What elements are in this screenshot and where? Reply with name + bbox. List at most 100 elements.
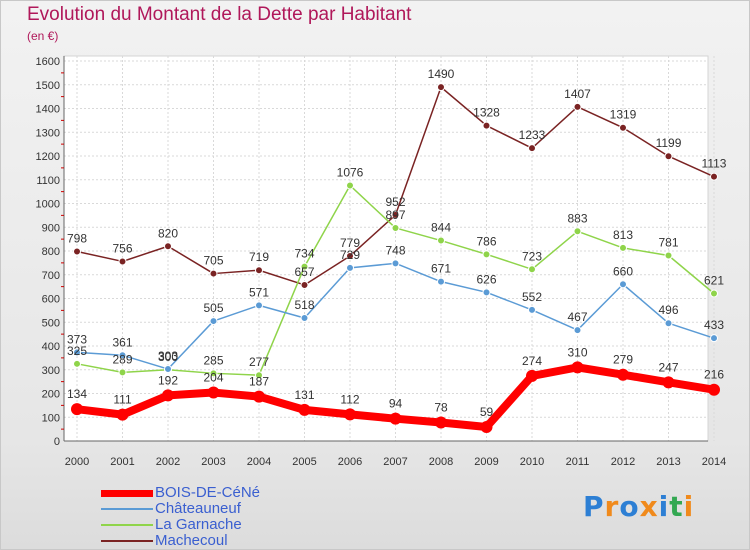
data-label: 552 — [522, 290, 542, 304]
x-tick-label: 2010 — [520, 456, 544, 468]
y-tick-label: 1100 — [36, 175, 60, 187]
data-label: 361 — [112, 335, 132, 349]
data-point — [389, 412, 402, 425]
data-label: 798 — [67, 231, 87, 245]
data-point — [437, 236, 445, 245]
x-tick-label: 2005 — [292, 456, 316, 468]
data-point — [255, 301, 263, 310]
data-label: 779 — [340, 236, 360, 250]
data-point — [118, 257, 127, 266]
x-tick-label: 2009 — [474, 456, 498, 468]
data-point — [298, 403, 311, 416]
data-label: 94 — [389, 397, 403, 411]
legend-swatch — [101, 508, 153, 510]
data-label: 756 — [112, 241, 132, 255]
data-point — [664, 152, 673, 161]
data-point — [710, 334, 718, 343]
data-label: 952 — [385, 195, 405, 209]
data-label: 285 — [203, 353, 223, 367]
data-point — [662, 376, 675, 389]
legend-label: Machecoul — [155, 532, 228, 549]
data-label: 813 — [613, 228, 633, 242]
data-label: 705 — [203, 254, 223, 268]
y-tick-label: 300 — [42, 365, 60, 377]
x-tick-label: 2013 — [656, 456, 680, 468]
data-point — [346, 263, 354, 272]
legend-label: La Garnache — [155, 516, 242, 533]
x-tick-label: 2001 — [110, 456, 134, 468]
data-point — [118, 368, 127, 377]
data-point — [482, 121, 491, 130]
legend-swatch — [101, 490, 153, 497]
data-point — [300, 262, 309, 271]
x-tick-label: 2014 — [702, 456, 726, 468]
data-point — [391, 223, 400, 232]
data-point — [437, 277, 445, 286]
data-label: 467 — [567, 310, 587, 324]
data-point — [209, 269, 218, 278]
data-label: 1319 — [610, 108, 637, 122]
y-tick-label: 1400 — [36, 104, 60, 116]
y-tick-label: 1300 — [36, 127, 60, 139]
data-label: 1199 — [656, 136, 682, 150]
y-tick-label: 1200 — [36, 151, 60, 163]
y-tick-label: 500 — [42, 317, 60, 329]
data-label: 657 — [294, 265, 314, 279]
unit-label: (en €) — [27, 29, 59, 43]
data-label: 1407 — [564, 87, 591, 101]
data-point — [253, 390, 265, 403]
data-label: 187 — [249, 375, 269, 389]
data-label: 310 — [567, 345, 587, 359]
data-point — [664, 319, 673, 328]
data-point — [571, 361, 584, 374]
legend-label: Châteauneuf — [155, 500, 241, 517]
data-label: 729 — [340, 248, 360, 262]
data-label: 719 — [249, 250, 269, 264]
data-label: 131 — [294, 388, 314, 402]
data-point — [255, 371, 263, 380]
data-point — [619, 280, 627, 289]
legend-swatch — [101, 540, 153, 542]
logo-letter: P — [583, 490, 605, 523]
data-label: 279 — [613, 353, 633, 367]
x-tick-label: 2000 — [65, 456, 89, 468]
data-label: 1076 — [337, 165, 364, 179]
data-label: 505 — [203, 301, 223, 315]
data-point — [528, 265, 536, 274]
data-label: 300 — [158, 350, 178, 364]
data-label: 277 — [249, 355, 269, 369]
data-point — [391, 259, 400, 268]
data-point — [619, 243, 627, 252]
data-point — [482, 288, 491, 297]
data-point — [346, 181, 354, 190]
x-tick-label: 2002 — [156, 456, 180, 468]
data-label: 748 — [385, 243, 405, 257]
data-label: 621 — [704, 274, 724, 288]
logo-letter: i — [683, 490, 695, 523]
data-point — [619, 123, 627, 132]
data-point — [116, 408, 129, 421]
data-point — [118, 351, 127, 360]
data-label: 373 — [67, 332, 87, 346]
data-label: 192 — [158, 373, 178, 387]
data-point — [209, 317, 218, 326]
y-tick-label: 600 — [42, 294, 60, 306]
data-point — [162, 389, 174, 402]
data-point — [346, 251, 354, 260]
data-point — [710, 172, 718, 181]
data-label: 571 — [249, 285, 269, 299]
data-label: 734 — [294, 247, 314, 261]
data-label: 289 — [112, 352, 132, 366]
data-label: 781 — [658, 236, 678, 250]
y-tick-label: 1000 — [36, 199, 60, 211]
data-point — [573, 326, 582, 335]
data-point — [480, 420, 493, 433]
data-point — [437, 83, 445, 92]
data-label: 78 — [434, 400, 448, 414]
data-point — [255, 266, 263, 275]
proxiti-logo: Proxiti — [583, 490, 694, 523]
data-label: 660 — [613, 264, 633, 278]
x-tick-label: 2006 — [338, 456, 362, 468]
